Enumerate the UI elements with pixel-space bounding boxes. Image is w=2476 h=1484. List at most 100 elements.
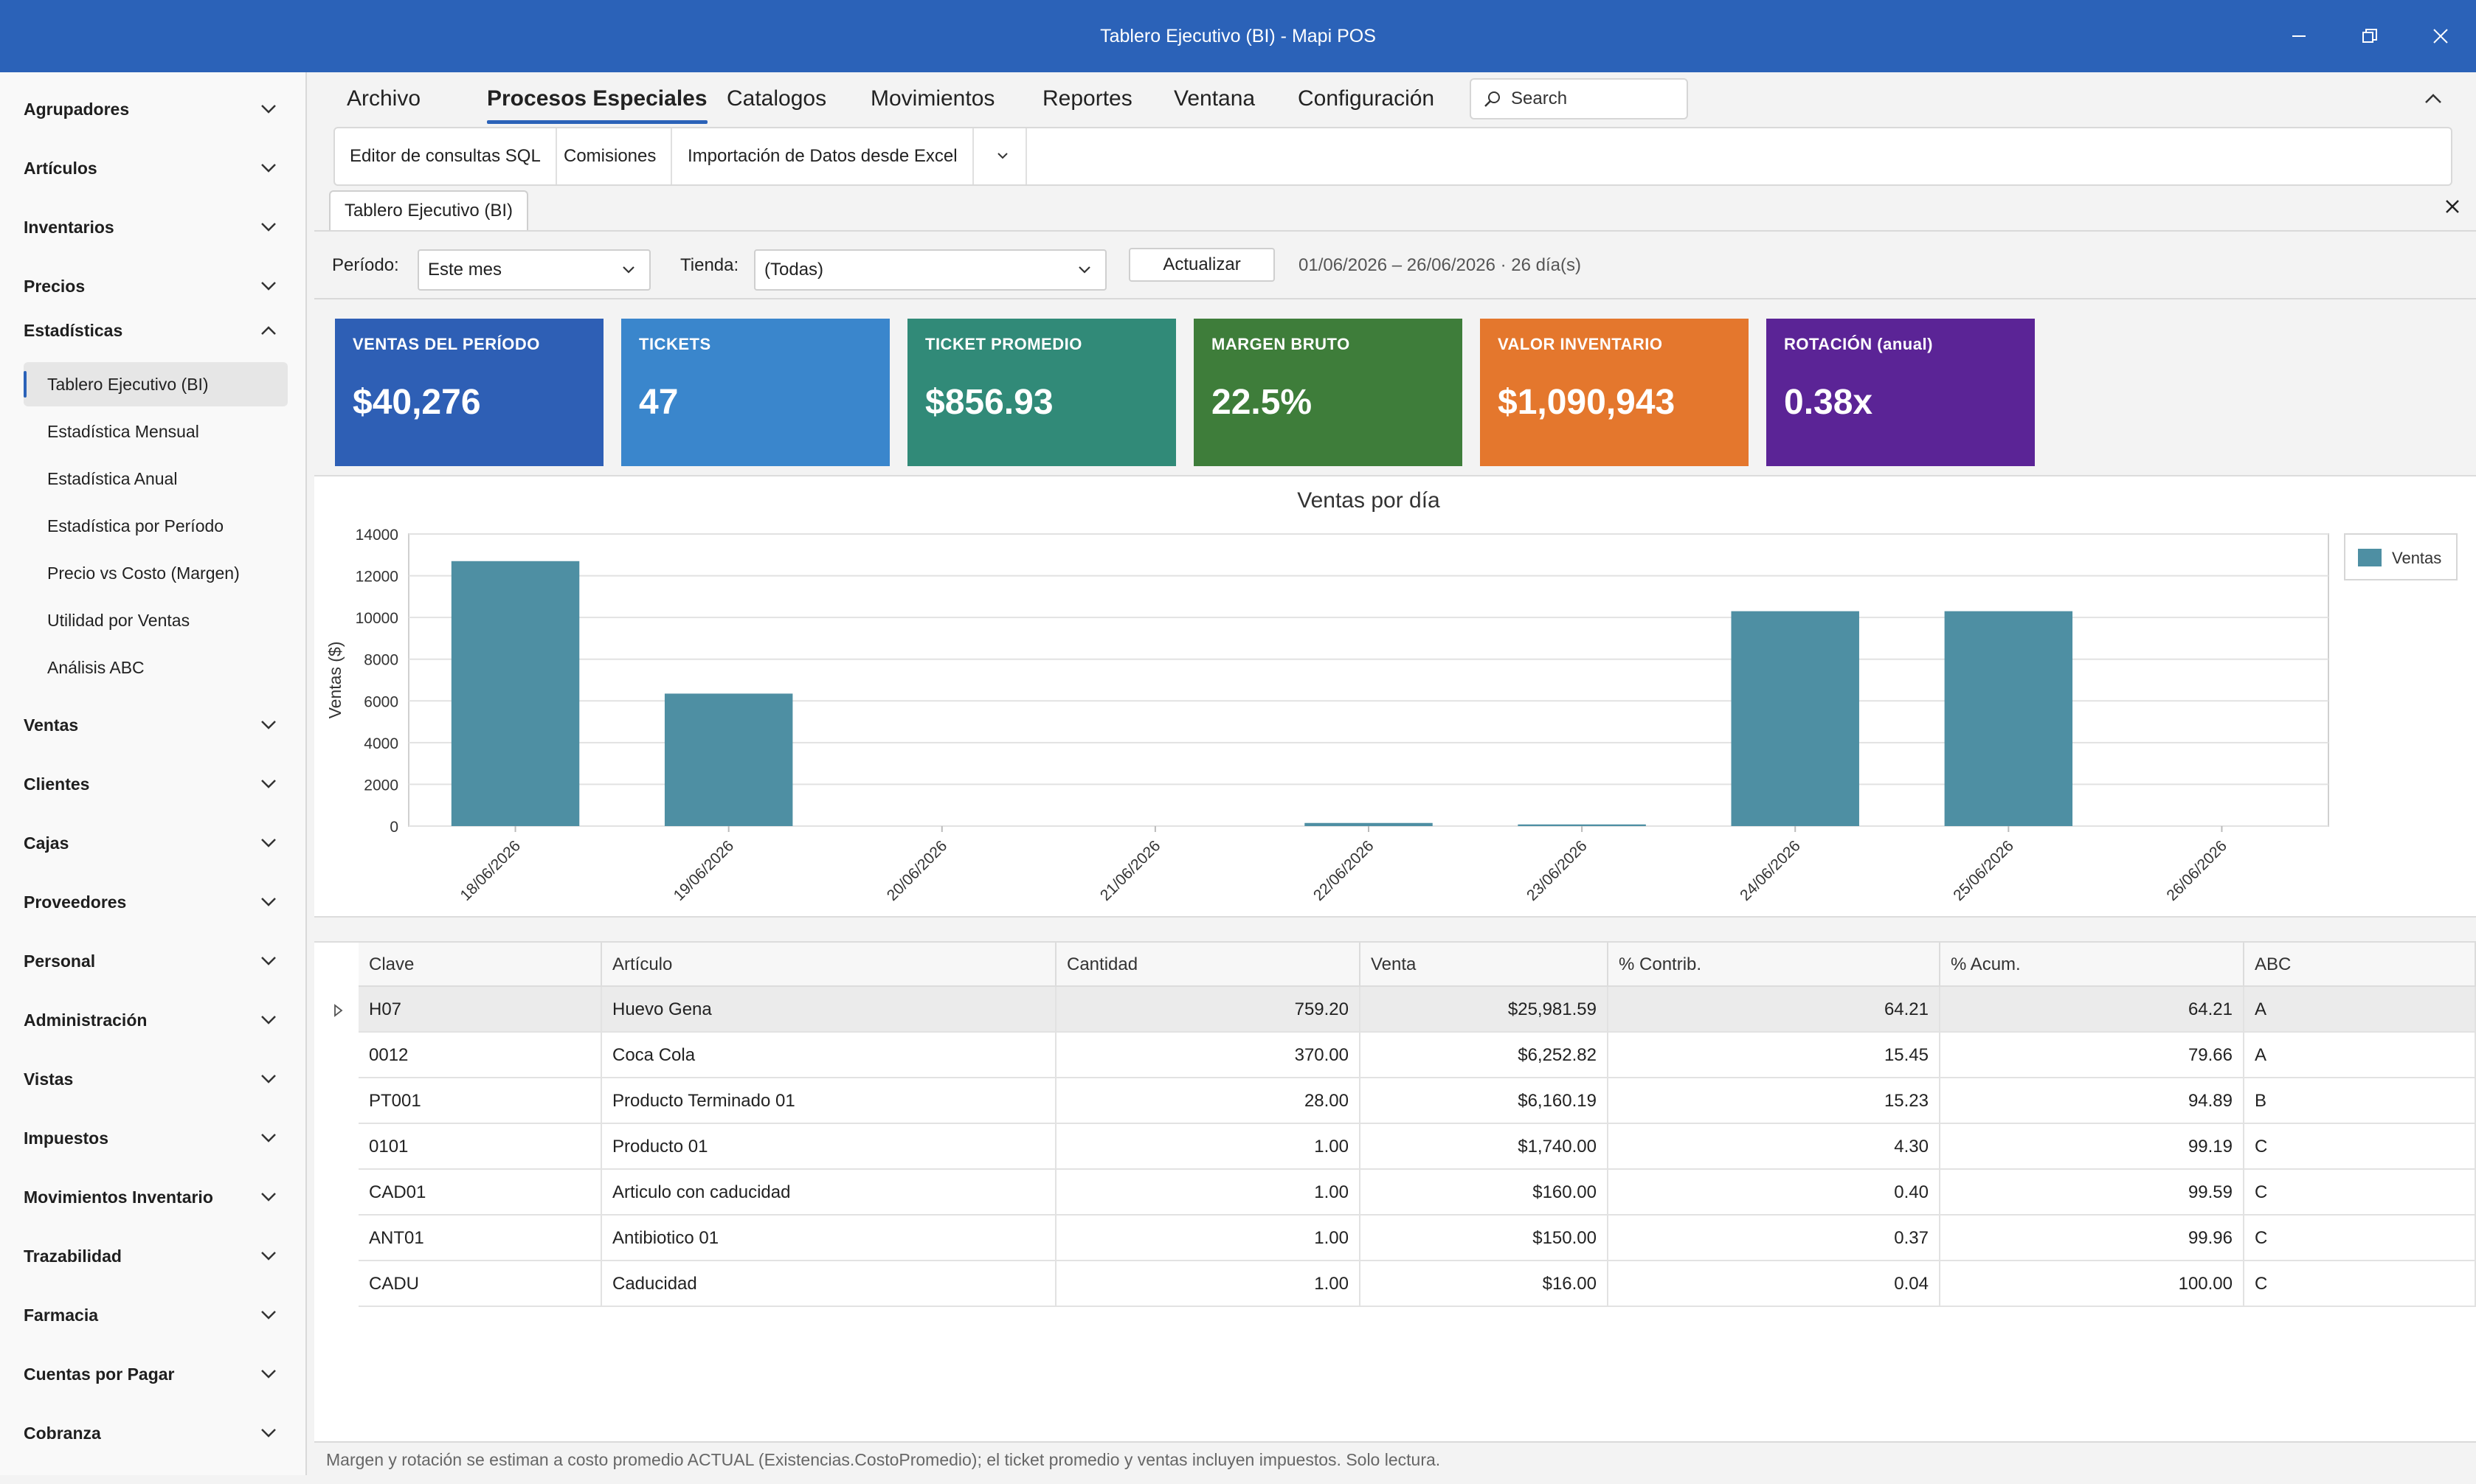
sidebar-group-impuestos[interactable]: Impuestos — [0, 1116, 307, 1160]
menu-movimientos[interactable]: Movimientos — [871, 86, 995, 111]
y-tick-label: 4000 — [364, 735, 398, 752]
cell-abc: C — [2244, 1216, 2476, 1261]
sales-chart-panel: Ventas por día 0 2000 4000 6000 8000 10000 1200… — [314, 475, 2476, 918]
sidebar-group-cajas[interactable]: Cajas — [0, 821, 307, 865]
sidebar-item-estadistica-mensual[interactable]: Estadística Mensual — [24, 409, 288, 454]
refresh-button[interactable]: Actualizar — [1129, 248, 1275, 282]
menu-reportes[interactable]: Reportes — [1042, 86, 1132, 111]
restore-button[interactable] — [2334, 0, 2405, 72]
column-header-acum[interactable]: % Acum. — [1940, 943, 2244, 987]
document-tab[interactable]: Tablero Ejecutivo (BI) — [329, 190, 528, 230]
close-document-icon[interactable] — [2441, 195, 2464, 218]
sidebar-item-utilidad-por-ventas[interactable]: Utilidad por Ventas — [24, 598, 288, 642]
sidebar-group-clientes[interactable]: Clientes — [0, 762, 307, 806]
kpi-card-ventas-del-periodo: VENTAS DEL PERÍODO $40,276 — [335, 319, 604, 466]
cell-cantidad: 370.00 — [1057, 1033, 1360, 1078]
sales-by-day-chart: Ventas por día 0 2000 4000 6000 8000 10000 1200… — [325, 488, 2458, 904]
search-box[interactable]: Search — [1470, 78, 1688, 119]
sidebar-group-cobranza[interactable]: Cobranza — [0, 1411, 307, 1455]
sidebar-group-vistas[interactable]: Vistas — [0, 1057, 307, 1101]
column-header-venta[interactable]: Venta — [1360, 943, 1608, 987]
table-row[interactable]: ANT01 Antibiotico 01 1.00 $150.00 0.37 99.96 C — [359, 1216, 2476, 1261]
chevron-down-icon — [261, 1193, 276, 1202]
ribbon-importacion-de-datos-desde-excel-button[interactable]: Importación de Datos desde Excel — [673, 128, 974, 184]
cell-cantidad: 1.00 — [1057, 1170, 1360, 1216]
date-range: 01/06/2026 – 26/06/2026 · 26 día(s) — [1298, 255, 1581, 275]
table-row[interactable]: 0101 Producto 01 1.00 $1,740.00 4.30 99.19 C — [359, 1124, 2476, 1170]
chevron-down-icon — [261, 1252, 276, 1261]
chevron-down-icon — [623, 266, 634, 274]
menu-ventana[interactable]: Ventana — [1174, 86, 1256, 111]
table-row[interactable]: PT001 Producto Terminado 01 28.00 $6,160.19… — [359, 1078, 2476, 1124]
store-select[interactable]: (Todas) — [754, 249, 1107, 291]
sidebar-item-label: Estadística por Período — [47, 516, 224, 535]
window-title: Tablero Ejecutivo (BI) - Mapi POS — [1100, 26, 1376, 46]
cell-articulo: Articulo con caducidad — [602, 1170, 1057, 1216]
cell-venta: $6,160.19 — [1360, 1078, 1608, 1124]
cell-acum: 79.66 — [1940, 1033, 2244, 1078]
sidebar-group-articulos[interactable]: Artículos — [0, 146, 307, 190]
sidebar-group-trazabilidad[interactable]: Trazabilidad — [0, 1234, 307, 1278]
cell-contrib: 0.37 — [1608, 1216, 1940, 1261]
ribbon-comisiones-button[interactable]: Comisiones — [549, 128, 673, 184]
menu-archivo[interactable]: Archivo — [347, 86, 421, 111]
sidebar-group-ventas[interactable]: Ventas — [0, 703, 307, 747]
column-header-cantidad[interactable]: Cantidad — [1057, 943, 1360, 987]
bar-23-06-2026 — [1518, 824, 1646, 826]
table-row[interactable]: 0012 Coca Cola 370.00 $6,252.82 15.45 79.66 A — [359, 1033, 2476, 1078]
sidebar-group-agrupadores[interactable]: Agrupadores — [0, 87, 307, 131]
search-placeholder: Search — [1511, 89, 1568, 108]
x-tick-label: 19/06/2026 — [671, 837, 738, 904]
sidebar-item-label: Estadística Anual — [47, 469, 178, 488]
sidebar-group-precios[interactable]: Precios — [0, 264, 307, 308]
period-select[interactable]: Este mes — [418, 249, 651, 291]
ribbon-more-button[interactable] — [978, 128, 1027, 184]
kpi-value: 22.5% — [1211, 383, 1313, 422]
sidebar-group-personal[interactable]: Personal — [0, 939, 307, 983]
ribbon-editor-de-consultas-sql-button[interactable]: Editor de consultas SQL — [335, 128, 557, 184]
table-row[interactable]: H07 Huevo Gena 759.20 $25,981.59 64.21 64.21 A — [359, 987, 2476, 1033]
column-header-abc[interactable]: ABC — [2244, 943, 2476, 987]
menu-catalogos[interactable]: Catalogos — [727, 86, 827, 111]
sidebar-item-label: Análisis ABC — [47, 658, 145, 677]
bar-18-06-2026 — [451, 561, 580, 826]
table-row[interactable]: CADU Caducidad 1.00 $16.00 0.04 100.00 C — [359, 1261, 2476, 1307]
cell-venta: $16.00 — [1360, 1261, 1608, 1307]
ribbon-toolbar: Editor de consultas SQL Comisiones Importa… — [333, 127, 2452, 186]
cell-abc: B — [2244, 1078, 2476, 1124]
sidebar-group-label: Cuentas por Pagar — [24, 1365, 175, 1384]
menu-procesos-especiales[interactable]: Procesos Especiales — [487, 83, 708, 124]
minimize-button[interactable] — [2264, 0, 2334, 72]
minimize-icon — [2292, 35, 2306, 37]
sidebar-group-cuentas-por-pagar[interactable]: Cuentas por Pagar — [0, 1352, 307, 1396]
column-header-contrib[interactable]: % Contrib. — [1608, 943, 1940, 987]
chevron-down-icon — [997, 153, 1008, 159]
sidebar-item-analisis-abc[interactable]: Análisis ABC — [24, 645, 288, 690]
column-header-clave[interactable]: Clave — [359, 943, 602, 987]
sidebar-item-tablero-ejecutivo-bi[interactable]: Tablero Ejecutivo (BI) — [24, 362, 288, 406]
sidebar-group-label: Impuestos — [24, 1128, 109, 1148]
sidebar-group-administracion[interactable]: Administración — [0, 998, 307, 1042]
chart-legend: Ventas — [2344, 533, 2458, 580]
sidebar-group-movimientos-inventario[interactable]: Movimientos Inventario — [0, 1175, 307, 1219]
menu-configuracion[interactable]: Configuración — [1298, 86, 1435, 111]
x-tick-label: 26/06/2026 — [2163, 837, 2230, 904]
sidebar-group-proveedores[interactable]: Proveedores — [0, 880, 307, 924]
column-header-articulo[interactable]: Artículo — [602, 943, 1057, 987]
cell-abc: C — [2244, 1170, 2476, 1216]
sidebar-item-estadistica-anual[interactable]: Estadística Anual — [24, 457, 288, 501]
cell-clave: PT001 — [359, 1078, 602, 1124]
cell-clave: ANT01 — [359, 1216, 602, 1261]
close-window-button[interactable] — [2405, 0, 2476, 72]
sidebar-group-inventarios[interactable]: Inventarios — [0, 205, 307, 249]
sidebar-item-estadistica-por-periodo[interactable]: Estadística por Período — [24, 504, 288, 548]
sidebar-group-farmacia[interactable]: Farmacia — [0, 1293, 307, 1337]
sidebar-item-precio-vs-costo-margen[interactable]: Precio vs Costo (Margen) — [24, 551, 288, 595]
sidebar-group-estadisticas[interactable]: Estadísticas — [0, 308, 307, 353]
cell-articulo: Producto Terminado 01 — [602, 1078, 1057, 1124]
sidebar-navigation: Estadísticas Agrupadores Artículos Inventa… — [0, 72, 307, 1475]
y-tick-label: 2000 — [364, 777, 398, 794]
cell-abc: C — [2244, 1261, 2476, 1307]
table-row[interactable]: CAD01 Articulo con caducidad 1.00 $160.00 0.… — [359, 1170, 2476, 1216]
collapse-ribbon-icon[interactable] — [2420, 86, 2446, 112]
